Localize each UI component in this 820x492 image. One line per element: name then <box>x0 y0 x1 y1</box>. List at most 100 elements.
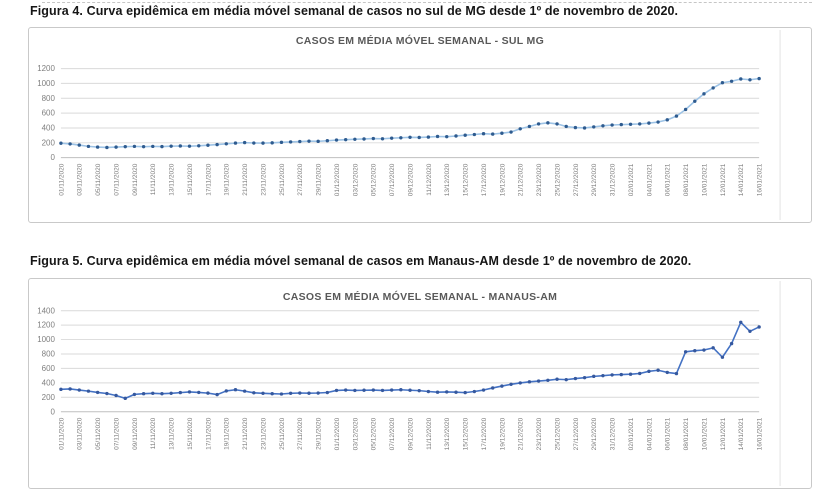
svg-text:21/11/2020: 21/11/2020 <box>242 417 249 450</box>
figure4-caption: Figura 4. Curva epidêmica em média móvel… <box>30 4 679 18</box>
svg-text:19/12/2020: 19/12/2020 <box>499 417 506 450</box>
svg-text:31/12/2020: 31/12/2020 <box>610 163 617 196</box>
svg-text:05/11/2020: 05/11/2020 <box>95 163 102 196</box>
svg-text:11/11/2020: 11/11/2020 <box>150 417 157 449</box>
svg-text:17/11/2020: 17/11/2020 <box>205 163 212 196</box>
svg-text:200: 200 <box>42 138 56 147</box>
chart2-line-plot: 0 200 400 600 800 1000 1200 1400 01/11/2020 03/11… <box>37 280 781 487</box>
svg-text:800: 800 <box>42 94 56 103</box>
svg-text:09/12/2020: 09/12/2020 <box>407 417 414 450</box>
svg-text:13/12/2020: 13/12/2020 <box>444 417 451 450</box>
svg-text:02/01/2021: 02/01/2021 <box>628 417 635 450</box>
svg-text:01/11/2020: 01/11/2020 <box>58 417 65 450</box>
svg-text:02/01/2021: 02/01/2021 <box>628 163 635 196</box>
svg-text:11/12/2020: 11/12/2020 <box>426 163 433 196</box>
svg-text:17/11/2020: 17/11/2020 <box>205 417 212 450</box>
svg-text:23/12/2020: 23/12/2020 <box>536 417 543 450</box>
svg-text:07/11/2020: 07/11/2020 <box>113 417 120 450</box>
svg-text:16/01/2021: 16/01/2021 <box>757 163 764 196</box>
svg-text:03/12/2020: 03/12/2020 <box>352 163 359 196</box>
chart1-line-plot: 0 200 400 600 800 1000 1200 01/11/2020 03/11/202… <box>37 29 781 221</box>
svg-text:03/12/2020: 03/12/2020 <box>352 417 359 450</box>
svg-text:29/11/2020: 29/11/2020 <box>316 417 323 450</box>
svg-text:12/01/2021: 12/01/2021 <box>720 163 727 196</box>
svg-text:01/12/2020: 01/12/2020 <box>334 417 341 450</box>
svg-text:25/11/2020: 25/11/2020 <box>279 417 286 450</box>
svg-text:400: 400 <box>42 378 56 387</box>
svg-text:29/12/2020: 29/12/2020 <box>591 417 598 450</box>
svg-text:15/12/2020: 15/12/2020 <box>463 417 470 450</box>
svg-text:11/12/2020: 11/12/2020 <box>426 417 433 450</box>
svg-text:06/01/2021: 06/01/2021 <box>665 163 672 196</box>
svg-text:21/12/2020: 21/12/2020 <box>518 163 525 196</box>
svg-text:600: 600 <box>42 109 56 118</box>
svg-text:0: 0 <box>50 407 55 416</box>
svg-text:19/11/2020: 19/11/2020 <box>224 163 231 196</box>
svg-text:27/11/2020: 27/11/2020 <box>297 417 304 450</box>
svg-text:01/12/2020: 01/12/2020 <box>334 163 341 196</box>
figure5-caption: Figura 5. Curva epidêmica em média móvel… <box>30 254 692 268</box>
svg-text:27/11/2020: 27/11/2020 <box>297 163 304 196</box>
svg-text:07/12/2020: 07/12/2020 <box>389 163 396 196</box>
svg-text:09/12/2020: 09/12/2020 <box>407 163 414 196</box>
svg-text:600: 600 <box>42 364 56 373</box>
svg-text:27/12/2020: 27/12/2020 <box>573 417 580 450</box>
svg-text:23/12/2020: 23/12/2020 <box>536 163 543 196</box>
cropped-content-remnant <box>42 2 812 3</box>
svg-text:1200: 1200 <box>37 321 55 330</box>
svg-text:21/11/2020: 21/11/2020 <box>242 163 249 196</box>
chart2-title: CASOS EM MÉDIA MÓVEL SEMANAL - MANAUS-AM <box>282 291 558 303</box>
svg-text:05/12/2020: 05/12/2020 <box>371 163 378 196</box>
svg-text:25/12/2020: 25/12/2020 <box>554 163 561 196</box>
svg-text:400: 400 <box>42 124 56 133</box>
svg-text:04/01/2021: 04/01/2021 <box>646 417 653 450</box>
svg-text:21/12/2020: 21/12/2020 <box>518 417 525 450</box>
svg-text:200: 200 <box>42 393 56 402</box>
svg-text:1400: 1400 <box>37 306 55 315</box>
svg-text:25/11/2020: 25/11/2020 <box>279 163 286 196</box>
svg-text:05/11/2020: 05/11/2020 <box>95 417 102 450</box>
svg-text:29/12/2020: 29/12/2020 <box>591 163 598 196</box>
svg-text:01/11/2020: 01/11/2020 <box>58 163 65 196</box>
svg-text:27/12/2020: 27/12/2020 <box>573 163 580 196</box>
svg-text:09/11/2020: 09/11/2020 <box>132 163 139 196</box>
svg-text:1000: 1000 <box>37 335 55 344</box>
svg-text:12/01/2021: 12/01/2021 <box>720 417 727 450</box>
svg-text:19/11/2020: 19/11/2020 <box>224 417 231 450</box>
svg-text:06/01/2021: 06/01/2021 <box>665 417 672 450</box>
svg-text:04/01/2021: 04/01/2021 <box>646 163 653 196</box>
svg-text:05/12/2020: 05/12/2020 <box>371 417 378 450</box>
svg-text:13/12/2020: 13/12/2020 <box>444 163 451 196</box>
svg-text:17/12/2020: 17/12/2020 <box>481 163 488 196</box>
svg-text:1200: 1200 <box>37 64 55 73</box>
svg-text:14/01/2021: 14/01/2021 <box>738 163 745 196</box>
svg-text:08/01/2021: 08/01/2021 <box>683 163 690 196</box>
svg-text:31/12/2020: 31/12/2020 <box>610 417 617 450</box>
svg-text:17/12/2020: 17/12/2020 <box>481 417 488 450</box>
svg-text:13/11/2020: 13/11/2020 <box>169 417 176 450</box>
svg-text:0: 0 <box>50 153 55 162</box>
svg-text:07/11/2020: 07/11/2020 <box>113 163 120 196</box>
svg-text:800: 800 <box>42 350 56 359</box>
svg-text:07/12/2020: 07/12/2020 <box>389 417 396 450</box>
svg-text:15/12/2020: 15/12/2020 <box>463 163 470 196</box>
svg-text:16/01/2021: 16/01/2021 <box>757 417 764 450</box>
svg-text:25/12/2020: 25/12/2020 <box>554 417 561 450</box>
chart-frame-manaus-am: CASOS EM MÉDIA MÓVEL SEMANAL - MANAUS-AM… <box>28 278 812 489</box>
svg-text:13/11/2020: 13/11/2020 <box>169 163 176 196</box>
svg-text:10/01/2021: 10/01/2021 <box>701 163 708 196</box>
svg-text:15/11/2020: 15/11/2020 <box>187 417 194 450</box>
svg-text:23/11/2020: 23/11/2020 <box>260 163 267 196</box>
svg-text:29/11/2020: 29/11/2020 <box>316 163 323 196</box>
svg-text:19/12/2020: 19/12/2020 <box>499 163 506 196</box>
svg-text:08/01/2021: 08/01/2021 <box>683 417 690 450</box>
svg-text:1000: 1000 <box>37 79 55 88</box>
svg-text:09/11/2020: 09/11/2020 <box>132 417 139 450</box>
svg-text:11/11/2020: 11/11/2020 <box>150 163 157 195</box>
svg-text:03/11/2020: 03/11/2020 <box>77 163 84 196</box>
svg-text:14/01/2021: 14/01/2021 <box>738 417 745 450</box>
svg-text:03/11/2020: 03/11/2020 <box>77 417 84 450</box>
chart1-title: CASOS EM MÉDIA MÓVEL SEMANAL - SUL MG <box>295 35 545 47</box>
